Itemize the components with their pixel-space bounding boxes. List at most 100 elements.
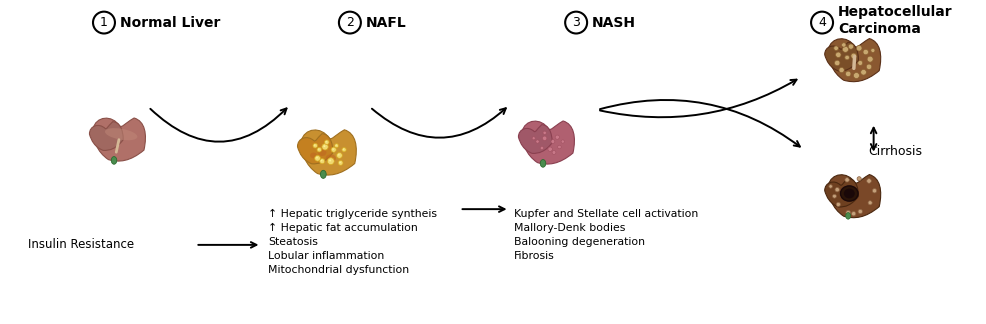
Ellipse shape <box>325 154 336 162</box>
Ellipse shape <box>310 153 317 158</box>
Circle shape <box>811 12 833 33</box>
Circle shape <box>861 69 867 75</box>
Circle shape <box>548 147 552 151</box>
Circle shape <box>315 145 316 146</box>
Ellipse shape <box>844 189 855 198</box>
PathPatch shape <box>93 118 146 161</box>
Circle shape <box>313 144 317 148</box>
Circle shape <box>329 159 331 161</box>
Circle shape <box>867 64 872 70</box>
Circle shape <box>342 147 346 152</box>
Circle shape <box>835 52 841 57</box>
Circle shape <box>339 12 361 33</box>
Circle shape <box>842 46 849 52</box>
Circle shape <box>852 212 856 216</box>
Circle shape <box>835 188 839 192</box>
Circle shape <box>325 141 327 143</box>
Circle shape <box>854 73 860 78</box>
Circle shape <box>858 61 863 65</box>
Circle shape <box>846 210 851 215</box>
Circle shape <box>863 49 869 55</box>
Circle shape <box>561 140 564 143</box>
Text: ↑ Hepatic triglyceride syntheis
↑ Hepatic fat accumulation
Steatosis
Lobular inf: ↑ Hepatic triglyceride syntheis ↑ Hepati… <box>268 209 437 275</box>
Circle shape <box>93 12 115 33</box>
Circle shape <box>323 145 325 147</box>
Circle shape <box>856 45 862 51</box>
Text: Insulin Resistance: Insulin Resistance <box>29 238 134 251</box>
PathPatch shape <box>522 121 575 164</box>
Circle shape <box>848 44 854 49</box>
PathPatch shape <box>301 130 356 175</box>
Circle shape <box>315 156 320 161</box>
Ellipse shape <box>840 186 858 201</box>
Circle shape <box>343 149 344 150</box>
Circle shape <box>858 209 863 214</box>
Circle shape <box>338 154 340 156</box>
Circle shape <box>857 177 861 181</box>
Circle shape <box>832 194 836 198</box>
PathPatch shape <box>298 134 333 164</box>
PathPatch shape <box>828 39 880 82</box>
Circle shape <box>836 202 840 206</box>
Circle shape <box>868 201 873 205</box>
Circle shape <box>871 48 875 52</box>
Text: 3: 3 <box>572 16 580 29</box>
Ellipse shape <box>320 170 326 178</box>
Circle shape <box>339 162 341 163</box>
PathPatch shape <box>519 125 552 153</box>
Ellipse shape <box>846 213 851 219</box>
PathPatch shape <box>824 42 859 71</box>
Circle shape <box>327 158 334 165</box>
Circle shape <box>552 151 556 154</box>
Ellipse shape <box>111 156 116 164</box>
Circle shape <box>845 71 851 76</box>
Circle shape <box>542 136 547 140</box>
Circle shape <box>324 140 329 145</box>
Text: 1: 1 <box>100 16 107 29</box>
Circle shape <box>551 140 555 144</box>
Ellipse shape <box>540 159 546 167</box>
Text: 4: 4 <box>818 16 826 29</box>
Text: Kupfer and Stellate cell activation
Mallory-Denk bodies
Balooning degeneration
F: Kupfer and Stellate cell activation Mall… <box>514 209 698 261</box>
Text: 2: 2 <box>346 16 354 29</box>
Circle shape <box>829 185 832 188</box>
Circle shape <box>321 144 328 150</box>
Circle shape <box>834 46 838 51</box>
Circle shape <box>331 147 336 152</box>
Circle shape <box>317 147 321 152</box>
Circle shape <box>845 55 849 60</box>
Circle shape <box>839 67 844 73</box>
Circle shape <box>336 153 342 158</box>
Circle shape <box>565 12 587 33</box>
Circle shape <box>851 53 857 59</box>
Circle shape <box>845 178 849 182</box>
Circle shape <box>540 146 543 150</box>
Circle shape <box>535 140 539 143</box>
FancyArrowPatch shape <box>116 140 119 152</box>
Text: NAFL: NAFL <box>366 16 406 29</box>
Text: NASH: NASH <box>593 16 636 29</box>
Circle shape <box>873 189 877 193</box>
Circle shape <box>319 158 324 164</box>
Circle shape <box>332 148 334 150</box>
Circle shape <box>867 56 874 62</box>
Ellipse shape <box>317 149 326 156</box>
Circle shape <box>543 131 546 134</box>
Circle shape <box>320 160 322 161</box>
Circle shape <box>338 160 343 165</box>
Circle shape <box>867 179 872 183</box>
Circle shape <box>532 137 535 140</box>
Ellipse shape <box>105 128 137 140</box>
Circle shape <box>842 43 846 47</box>
PathPatch shape <box>828 175 880 218</box>
Circle shape <box>318 148 319 150</box>
PathPatch shape <box>824 178 859 207</box>
Circle shape <box>334 144 338 148</box>
Text: Normal Liver: Normal Liver <box>120 16 220 29</box>
Circle shape <box>834 60 840 66</box>
PathPatch shape <box>90 122 123 150</box>
Text: Hepatocellular
Carcinoma: Hepatocellular Carcinoma <box>838 5 952 36</box>
Text: Cirrhosis: Cirrhosis <box>869 145 922 158</box>
Circle shape <box>335 145 337 146</box>
Circle shape <box>558 145 561 149</box>
